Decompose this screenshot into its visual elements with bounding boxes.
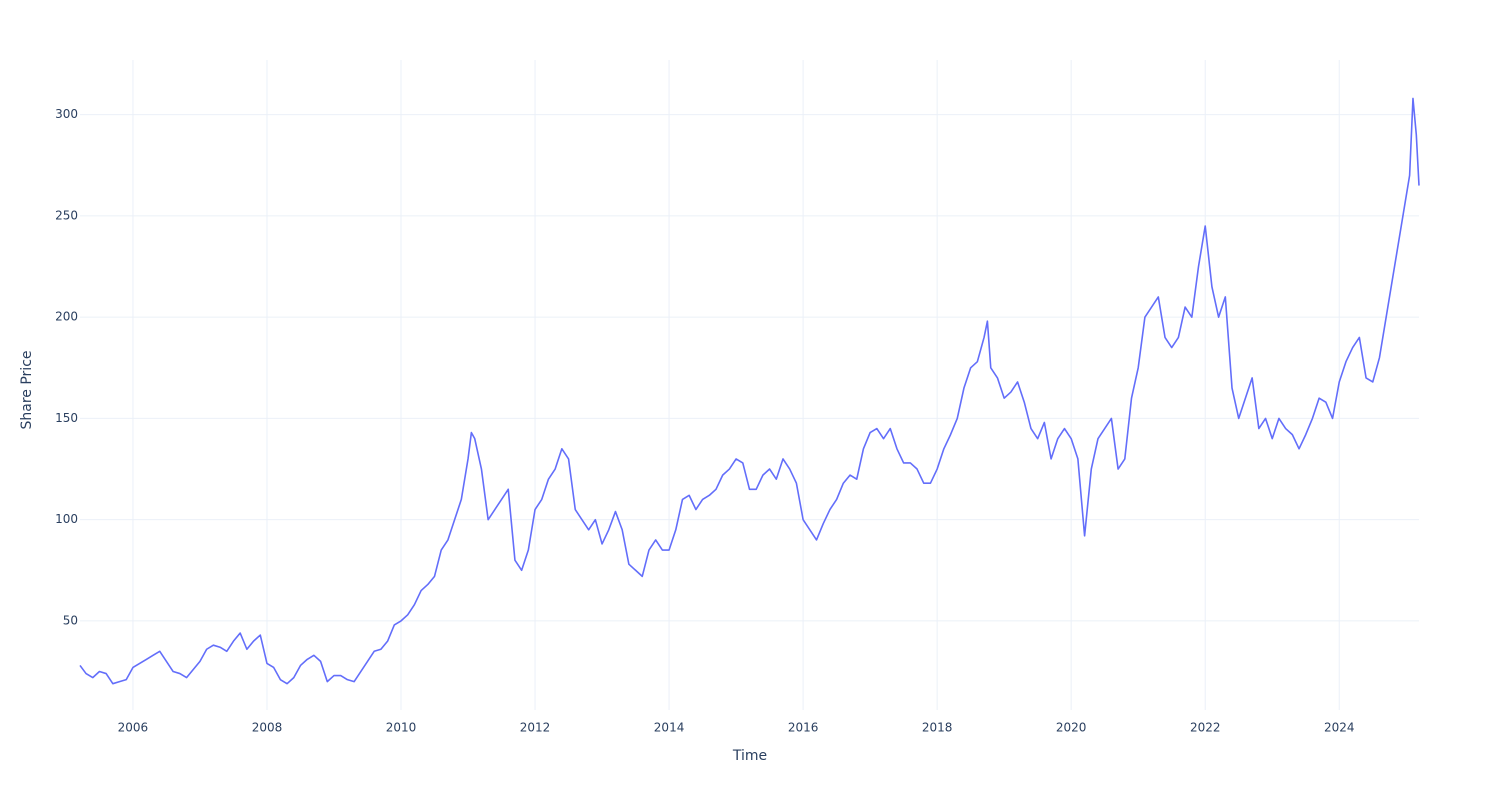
price-line — [79, 97, 1420, 685]
x-tick-label: 2016 — [788, 721, 819, 735]
x-tick-label: 2024 — [1324, 721, 1355, 735]
y-tick-label: 50 — [63, 613, 78, 627]
x-axis-title: Time — [732, 748, 767, 764]
x-tick-label: 2008 — [252, 721, 283, 735]
x-tick-label: 2006 — [118, 721, 149, 735]
y-tick-label: 300 — [55, 107, 78, 121]
y-tick-label: 150 — [55, 411, 78, 425]
x-tick-label: 2014 — [654, 721, 685, 735]
x-tick-label: 2012 — [520, 721, 551, 735]
x-tick-label: 2020 — [1056, 721, 1087, 735]
x-tick-label: 2022 — [1190, 721, 1221, 735]
x-tick-label: 2018 — [922, 721, 953, 735]
y-tick-label: 250 — [55, 208, 78, 222]
x-tick-label: 2010 — [386, 721, 417, 735]
y-tick-label: 100 — [55, 512, 78, 526]
y-axis-title: Share Price — [19, 350, 35, 429]
y-tick-label: 200 — [55, 310, 78, 324]
